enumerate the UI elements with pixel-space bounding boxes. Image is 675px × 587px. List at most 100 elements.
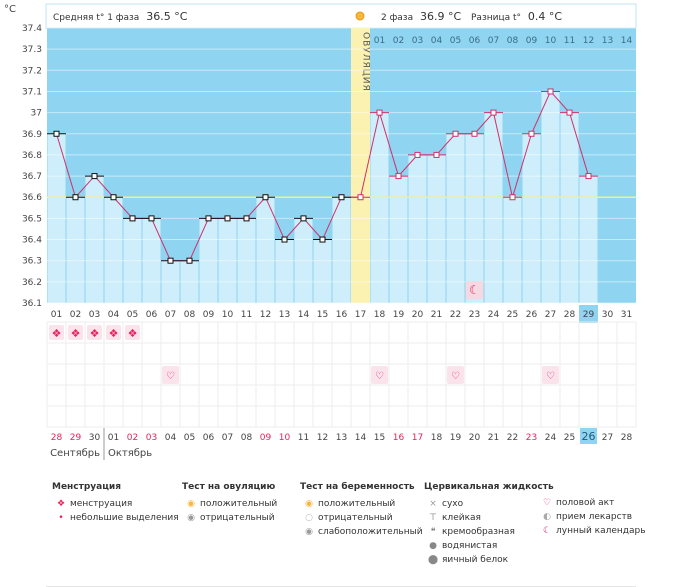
top-day-label: 07 [488, 36, 499, 46]
calendar-date: 28 [621, 433, 633, 443]
temperature-point [72, 194, 79, 201]
y-tick-label: 36.5 [22, 214, 42, 224]
calendar-date: 25 [564, 433, 575, 443]
calendar-date: 12 [317, 433, 328, 443]
menstruation-marker-bg [125, 325, 140, 340]
legend-pregnancy-test: Тест на беременность ◉ положительный ○ отр… [300, 482, 423, 539]
temperature-point [528, 130, 535, 137]
top-day-label: 09 [526, 36, 538, 46]
calendar-date: 02 [127, 433, 138, 443]
cycle-day-label: 18 [374, 310, 386, 320]
intercourse-marker-bg [542, 366, 559, 384]
temperature-point [281, 236, 288, 243]
heart-icon: ♡ [546, 371, 555, 382]
ovulation-sun-icon [355, 11, 365, 21]
calendar-date: 07 [222, 433, 233, 443]
temperature-point [585, 173, 592, 180]
y-tick-label: 37 [31, 109, 42, 119]
calendar-date: 23 [526, 433, 537, 443]
cycle-day-label: 10 [222, 310, 234, 320]
cycle-day-label: 08 [184, 310, 196, 320]
heart-icon: ♡ [542, 498, 552, 508]
menstruation-marker-bg [68, 325, 83, 340]
cycle-day-label: 26 [526, 310, 538, 320]
ovulation-label: ОВУЛЯЦИЯ [361, 32, 371, 92]
menstruation-icon: ❖ [52, 327, 62, 340]
top-day-label: 14 [621, 36, 633, 46]
temp-bar [503, 197, 522, 303]
y-tick-label: 36.4 [22, 236, 42, 246]
calendar-date: 27 [602, 433, 613, 443]
cycle-day-label: 06 [146, 310, 158, 320]
menstruation-marker-bg [106, 325, 121, 340]
y-tick-label: 36.1 [22, 299, 42, 309]
legend-menstruation: Менструация ❖ менструация • небольшие выде… [52, 482, 179, 525]
y-tick-label: 37.4 [22, 24, 42, 34]
heart-icon: ♡ [451, 371, 460, 382]
top-day-label: 13 [602, 36, 613, 46]
temperature-point [338, 194, 345, 201]
temperature-point [53, 130, 60, 137]
legend-item: водянистая [442, 541, 498, 551]
temperature-point [224, 215, 231, 222]
calendar-date: 01 [108, 433, 119, 443]
temperature-point [148, 215, 155, 222]
phase2-label: 2 фаза 36.9 °C [381, 10, 461, 23]
calendar-date: 13 [336, 433, 347, 443]
cycle-day-label: 20 [412, 310, 424, 320]
highlighted-day-bg [579, 305, 598, 323]
top-day-label: 03 [412, 36, 423, 46]
calendar-date: 22 [507, 433, 518, 443]
temperature-point [262, 194, 269, 201]
intercourse-marker-bg [447, 366, 464, 384]
cycle-day-label: 04 [108, 310, 120, 320]
top-day-label: 05 [450, 36, 461, 46]
egg-white-icon: ⬤ [427, 555, 439, 565]
cycle-day-label: 14 [298, 310, 310, 320]
calendar-date: 16 [393, 433, 405, 443]
calendar-date: 06 [203, 433, 215, 443]
negative-pregnancy-icon: ○ [305, 513, 313, 523]
legend-other: ♡ половой акт ◐ прием лекарств ☾ лунный кал… [538, 496, 646, 538]
y-tick-label: 36.7 [22, 172, 42, 182]
dry-icon: × [429, 499, 437, 509]
calendar-date: 21 [488, 433, 499, 443]
legend-item: отрицательный [318, 513, 393, 523]
temperature-point [490, 109, 497, 116]
today-date-bg [580, 428, 597, 444]
legend-item: прием лекарств [556, 512, 633, 522]
diff-label: Разница t° 0.4 °C [471, 10, 562, 23]
menstruation-marker-bg [87, 325, 102, 340]
top-day-label: 10 [545, 36, 557, 46]
phase1-label: Средняя t° 1 фаза 36.5 °C [53, 10, 188, 23]
temperature-point [509, 194, 516, 201]
month-label-current: Октябрь [108, 448, 152, 459]
legend-ovulation-test: Тест на овуляцию ◉ положительный ◉ отрицат… [182, 482, 277, 525]
menstruation-marker-bg [49, 325, 64, 340]
y-tick-label: 36.2 [22, 278, 42, 288]
y-tick-label: 37.2 [22, 66, 42, 76]
legend-item: половой акт [556, 498, 615, 508]
temperature-point [357, 194, 364, 201]
cycle-day-label: 01 [51, 310, 62, 320]
temp-bar [427, 154, 446, 303]
temp-bar [370, 112, 389, 303]
calendar-date: 10 [279, 433, 291, 443]
legend-item: кремообразная [442, 527, 515, 537]
intercourse-marker-bg [162, 366, 179, 384]
legend-item: положительный [318, 499, 396, 509]
calendar-date: 15 [374, 433, 385, 443]
pill-icon: ◐ [543, 512, 551, 522]
temp-bar [484, 112, 503, 303]
top-day-label: 08 [507, 36, 519, 46]
heart-icon: ♡ [375, 371, 384, 382]
legend-pregnancy-title: Тест на беременность [300, 482, 415, 492]
calendar-date: 05 [184, 433, 195, 443]
temperature-point [319, 236, 326, 243]
calendar-date: 20 [469, 433, 481, 443]
temperature-point [300, 215, 307, 222]
temperature-point [186, 257, 193, 264]
temperature-point [547, 88, 554, 95]
month-label-prev: Сентябрь [50, 448, 100, 459]
positive-pregnancy-icon: ◉ [305, 499, 313, 509]
